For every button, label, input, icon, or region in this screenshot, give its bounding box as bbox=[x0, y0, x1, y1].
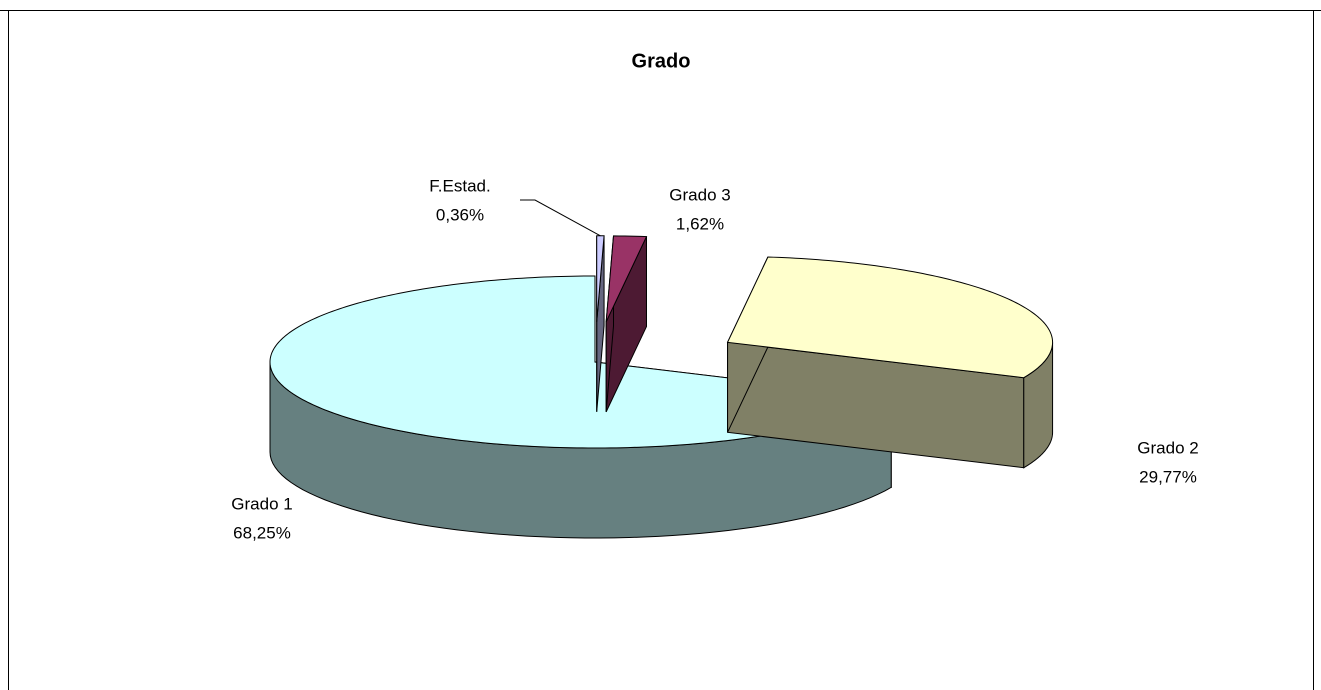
chart-frame bbox=[8, 10, 1314, 690]
slice-category-label: Grado 1 bbox=[231, 494, 292, 513]
leader-line bbox=[520, 199, 601, 237]
slice-category-label: F.Estad. bbox=[429, 176, 490, 195]
slice-value-label: 29,77% bbox=[1139, 467, 1197, 486]
slice bbox=[726, 256, 1054, 379]
slice bbox=[605, 235, 648, 323]
chart-title: Grado bbox=[632, 50, 691, 72]
slice-value-label: 1,62% bbox=[676, 214, 724, 233]
slice-value-label: 0,36% bbox=[436, 205, 484, 224]
slice bbox=[596, 235, 605, 322]
slice-category-label: Grado 3 bbox=[669, 185, 730, 204]
slice-category-label: Grado 2 bbox=[1137, 438, 1198, 457]
slice-value-label: 68,25% bbox=[233, 523, 291, 542]
